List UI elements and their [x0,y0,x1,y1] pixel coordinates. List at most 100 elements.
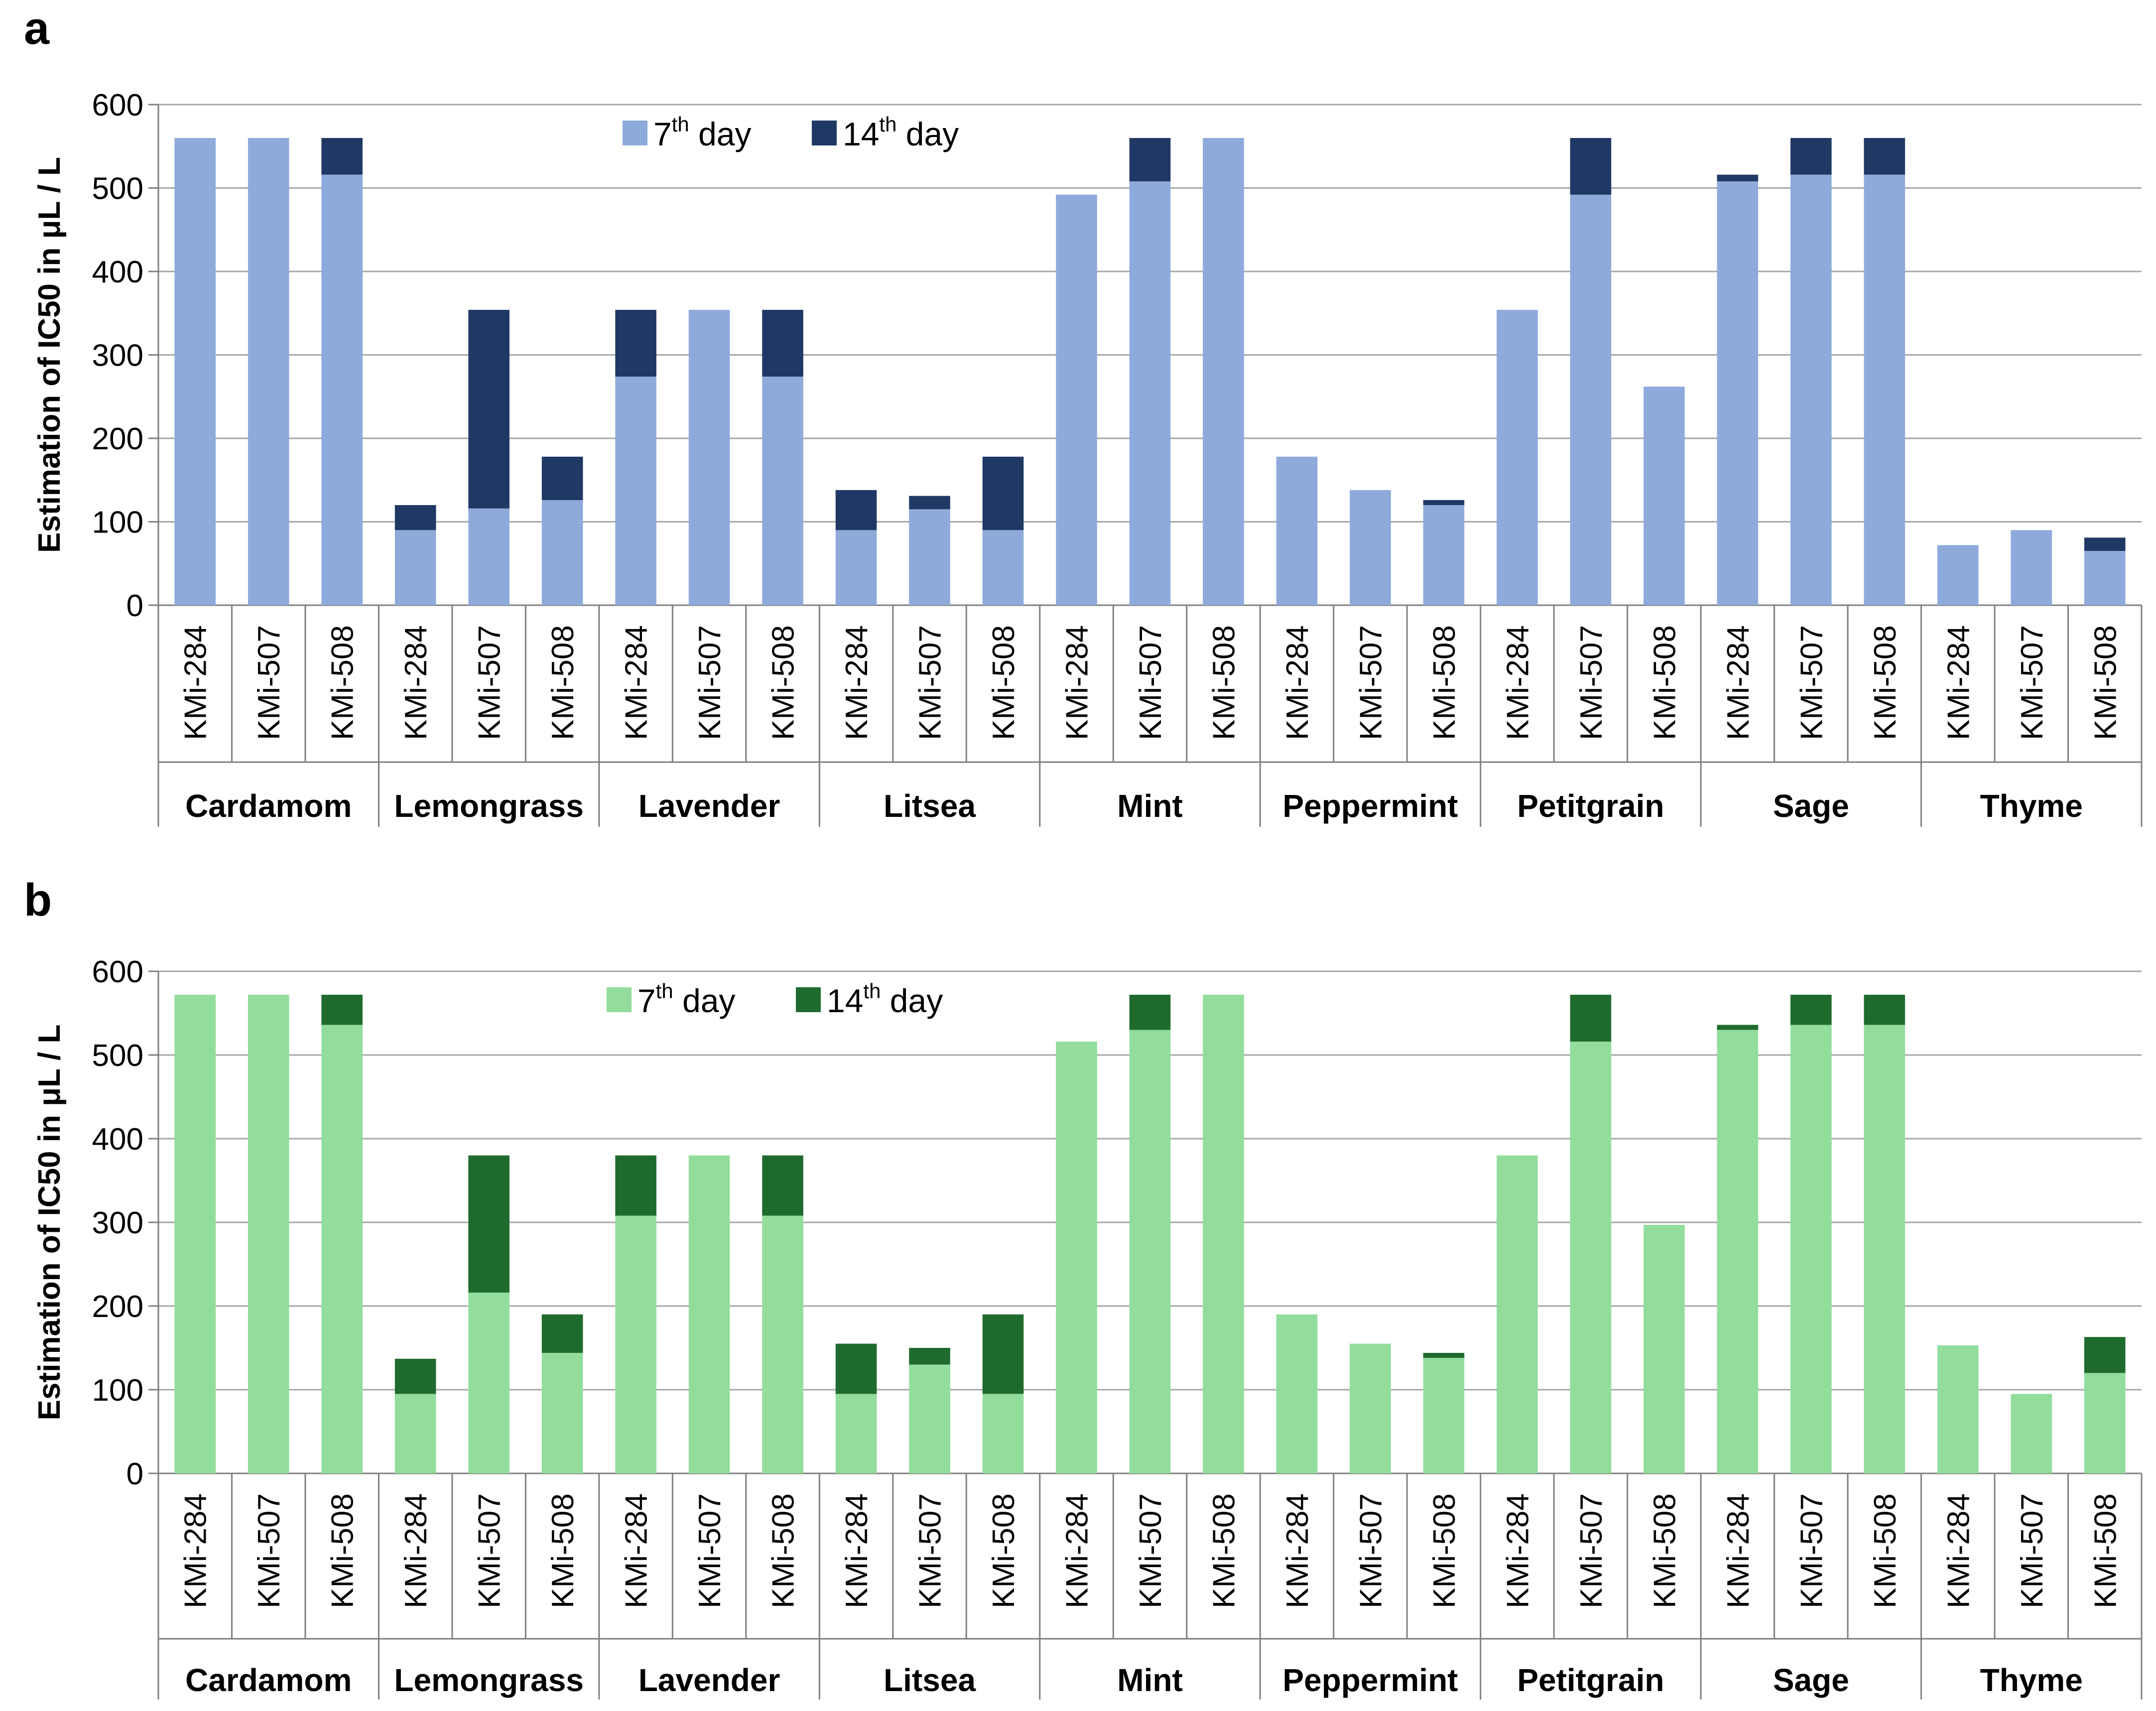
bar-mint-kmi-507-series0 [1129,1030,1171,1473]
bar-sage-kmi-507-series0 [1790,174,1832,605]
bar-lemongrass-kmi-507-series1 [468,310,509,509]
bar-litsea-kmi-284-series1 [835,1343,877,1394]
bar-thyme-kmi-284-series0 [1937,545,1979,605]
y-tick-label: 500 [92,172,143,206]
bar-thyme-kmi-508-series0 [2084,551,2126,605]
bar-lavender-kmi-508-series1 [762,310,803,377]
bar-lavender-kmi-284-series0 [615,1215,656,1473]
bar-thyme-kmi-508-series0 [2084,1373,2126,1473]
y-tick-label: 200 [92,1290,143,1324]
category-label: KMi-508 [326,625,360,740]
panel-letter: a [24,3,50,54]
group-label: Mint [1117,1662,1183,1698]
y-axis-label: Estimation of IC50 in μL / L [32,1025,67,1421]
category-label: KMi-508 [1868,1493,1902,1608]
category-label: KMi-284 [1941,625,1976,740]
bar-litsea-kmi-508-series1 [982,1314,1024,1394]
legend-swatch [796,987,821,1012]
group-label: Sage [1773,1662,1849,1698]
category-label: KMi-507 [1134,1493,1168,1608]
bar-sage-kmi-508-series1 [1864,995,1905,1025]
bar-peppermint-kmi-508-series1 [1423,500,1465,505]
category-label: KMi-507 [913,625,948,740]
bar-peppermint-kmi-507-series0 [1350,490,1391,605]
bar-petitgrain-kmi-507-series1 [1570,138,1612,195]
bar-sage-kmi-507-series1 [1790,138,1832,175]
category-label: KMi-507 [1134,625,1168,740]
group-label: Cardamom [185,1662,352,1698]
bar-sage-kmi-284-series0 [1717,1030,1759,1473]
category-label: KMi-507 [473,1493,507,1608]
category-label: KMi-508 [2088,1493,2123,1608]
bar-lemongrass-kmi-284-series0 [394,530,436,605]
category-label: KMi-284 [1501,1493,1535,1608]
bar-petitgrain-kmi-507-series0 [1570,1042,1612,1473]
category-label: KMi-284 [1501,625,1535,740]
category-label: KMi-507 [913,1493,948,1608]
bar-lemongrass-kmi-284-series1 [394,1358,436,1394]
bar-litsea-kmi-507-series0 [909,509,950,605]
category-label: KMi-508 [766,625,801,740]
group-label: Lemongrass [394,1662,584,1698]
category-label: KMi-284 [399,625,433,740]
category-label: KMi-284 [179,1493,213,1608]
bar-petitgrain-kmi-507-series0 [1570,194,1612,605]
y-tick-label: 300 [92,339,143,373]
category-label: KMi-284 [1721,1493,1756,1608]
category-label: KMi-508 [987,625,1021,740]
category-label: KMi-508 [1207,1493,1241,1608]
bar-petitgrain-kmi-507-series1 [1570,995,1612,1042]
category-label: KMi-507 [2015,1493,2049,1608]
bar-cardamom-kmi-508-series1 [321,138,363,175]
bar-petitgrain-kmi-508-series0 [1644,1225,1685,1473]
chart-panel-a: a 0 100 200 300 400 500 600 Estimation of IC50 i… [24,3,2143,827]
category-label: KMi-507 [1574,625,1609,740]
bar-sage-kmi-508-series0 [1864,1025,1905,1473]
legend-entry: 14th day [843,113,959,152]
bar-lemongrass-kmi-508-series1 [541,456,583,500]
bar-litsea-kmi-284-series1 [835,490,877,530]
bar-lavender-kmi-284-series1 [615,310,656,377]
y-tick-label: 100 [92,506,143,540]
category-label: KMi-284 [840,625,874,740]
bar-lavender-kmi-284-series0 [615,377,656,605]
category-label: KMi-508 [1648,625,1682,740]
category-label: KMi-507 [473,625,507,740]
group-label: Thyme [1980,788,2083,824]
category-label: KMi-284 [840,1493,874,1608]
bar-thyme-kmi-507-series0 [2011,1394,2052,1473]
y-tick-label: 600 [92,88,143,123]
y-tick-label: 200 [92,422,143,456]
legend: 7th day 14th day [607,979,943,1019]
group-label: Cardamom [185,788,352,824]
bar-peppermint-kmi-508-series0 [1423,1358,1465,1473]
category-label: KMi-508 [766,1493,801,1608]
category-label: KMi-284 [1280,1493,1315,1608]
legend-entry: 7th day [653,113,752,152]
bar-sage-kmi-284-series1 [1717,1025,1759,1030]
category-label: KMi-508 [1648,1493,1682,1608]
bar-lemongrass-kmi-508-series0 [541,500,583,605]
y-tick-label: 0 [127,1457,143,1491]
y-tick-label: 100 [92,1373,143,1408]
y-tick-label: 500 [92,1039,143,1073]
bar-mint-kmi-508-series0 [1203,995,1244,1473]
category-label: KMi-507 [1574,1493,1609,1608]
category-label: KMi-508 [1868,625,1902,740]
group-label: Petitgrain [1517,1662,1664,1698]
bar-lemongrass-kmi-284-series0 [394,1394,436,1473]
panel-letter: b [24,875,52,925]
group-label: Lavender [638,1662,780,1698]
bar-sage-kmi-507-series1 [1790,995,1832,1025]
category-label: KMi-507 [252,625,286,740]
category-label: KMi-284 [1941,1493,1976,1608]
group-label: Peppermint [1282,788,1458,824]
group-label: Peppermint [1282,1662,1458,1698]
y-tick-label: 0 [127,589,143,623]
bar-peppermint-kmi-284-series0 [1276,456,1318,605]
y-tick-label: 400 [92,1122,143,1157]
bar-thyme-kmi-508-series1 [2084,1337,2126,1373]
bar-litsea-kmi-508-series1 [982,456,1024,530]
category-label: KMi-284 [399,1493,433,1608]
